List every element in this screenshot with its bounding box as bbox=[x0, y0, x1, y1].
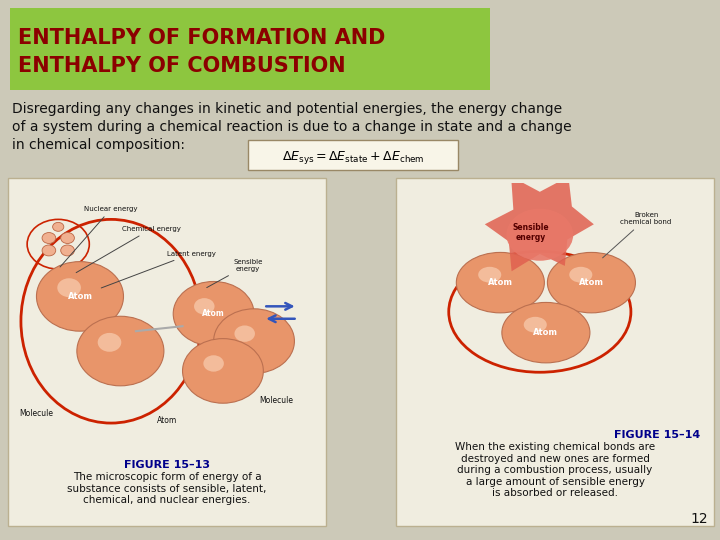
Circle shape bbox=[98, 333, 121, 352]
Bar bbox=[10, 8, 490, 90]
Text: $\Delta E_{\rm sys} = \Delta E_{\rm state} + \Delta E_{\rm chem}$: $\Delta E_{\rm sys} = \Delta E_{\rm stat… bbox=[282, 150, 424, 166]
Circle shape bbox=[547, 252, 636, 313]
Circle shape bbox=[77, 316, 164, 386]
Circle shape bbox=[37, 261, 124, 331]
Circle shape bbox=[456, 252, 544, 313]
Text: FIGURE 15–13: FIGURE 15–13 bbox=[124, 460, 210, 470]
Circle shape bbox=[60, 233, 74, 244]
Ellipse shape bbox=[506, 208, 573, 261]
Text: ENTHALPY OF FORMATION AND: ENTHALPY OF FORMATION AND bbox=[18, 28, 385, 48]
Circle shape bbox=[42, 245, 55, 256]
Circle shape bbox=[194, 298, 215, 314]
Polygon shape bbox=[485, 177, 594, 271]
Circle shape bbox=[235, 326, 255, 342]
Circle shape bbox=[478, 267, 501, 282]
Text: Atom: Atom bbox=[488, 278, 513, 287]
Text: Atom: Atom bbox=[202, 309, 225, 318]
Circle shape bbox=[60, 245, 74, 256]
Text: Chemical energy: Chemical energy bbox=[76, 226, 181, 273]
Bar bbox=[248, 140, 458, 170]
Circle shape bbox=[58, 278, 81, 297]
Text: Atom: Atom bbox=[534, 328, 559, 337]
Circle shape bbox=[53, 222, 64, 231]
Text: Atom: Atom bbox=[157, 416, 177, 425]
Circle shape bbox=[502, 302, 590, 363]
Text: 12: 12 bbox=[690, 512, 708, 526]
Text: Sensible
energy: Sensible energy bbox=[513, 223, 549, 242]
Bar bbox=[396, 178, 714, 526]
Text: Nuclear energy: Nuclear energy bbox=[60, 206, 138, 267]
Text: ENTHALPY OF COMBUSTION: ENTHALPY OF COMBUSTION bbox=[18, 56, 346, 76]
Text: Sensible
energy: Sensible energy bbox=[207, 259, 263, 288]
Text: Atom: Atom bbox=[68, 292, 92, 301]
Text: Molecule: Molecule bbox=[19, 409, 53, 417]
Circle shape bbox=[203, 355, 224, 372]
Text: Broken
chemical bond: Broken chemical bond bbox=[603, 212, 672, 258]
Text: Molecule: Molecule bbox=[258, 396, 293, 405]
Text: Disregarding any changes in kinetic and potential energies, the energy change: Disregarding any changes in kinetic and … bbox=[12, 102, 562, 116]
Circle shape bbox=[183, 339, 264, 403]
Circle shape bbox=[42, 233, 55, 244]
Text: Latent energy: Latent energy bbox=[102, 251, 216, 288]
Text: The microscopic form of energy of a
substance consists of sensible, latent,
chem: The microscopic form of energy of a subs… bbox=[67, 472, 266, 505]
Text: When the existing chemical bonds are
destroyed and new ones are formed
during a : When the existing chemical bonds are des… bbox=[455, 442, 655, 498]
Text: Atom: Atom bbox=[579, 278, 604, 287]
Circle shape bbox=[174, 281, 254, 346]
Circle shape bbox=[570, 267, 593, 282]
Circle shape bbox=[214, 309, 294, 373]
Text: in chemical composition:: in chemical composition: bbox=[12, 138, 185, 152]
Circle shape bbox=[523, 317, 546, 333]
Text: FIGURE 15–14: FIGURE 15–14 bbox=[613, 430, 700, 440]
Bar bbox=[8, 178, 326, 526]
Text: of a system during a chemical reaction is due to a change in state and a change: of a system during a chemical reaction i… bbox=[12, 120, 572, 134]
